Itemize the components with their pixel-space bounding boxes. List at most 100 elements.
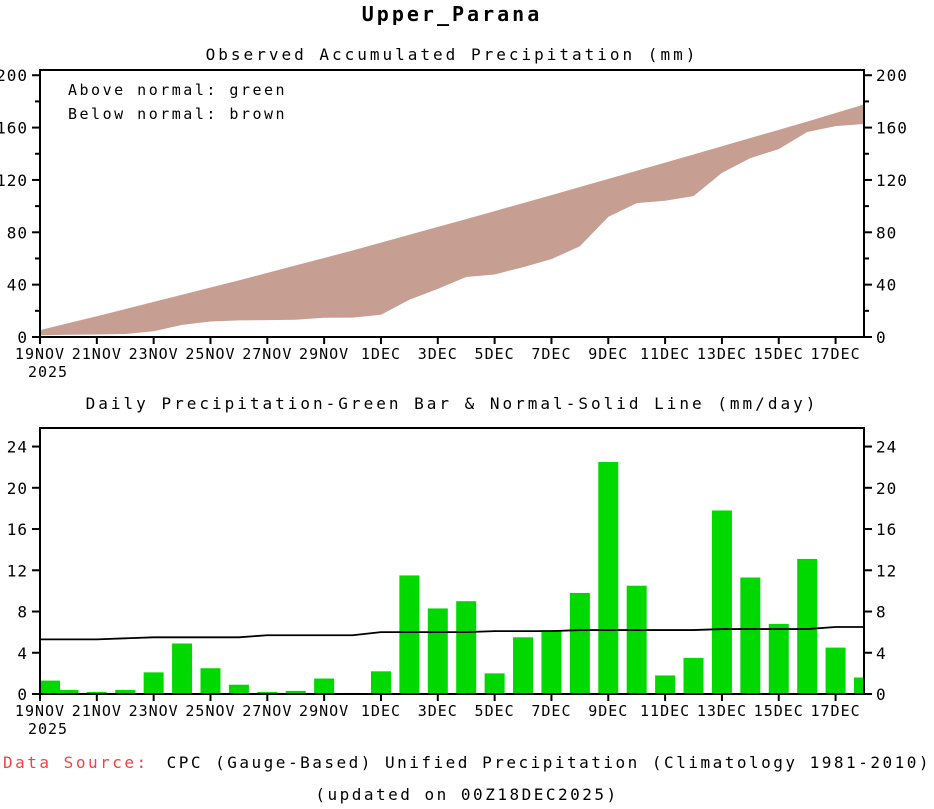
updated-line: (updated on 00Z18DEC2025) [315, 785, 619, 804]
y-tick-label: 8 [876, 603, 887, 622]
daily-bar [314, 678, 335, 694]
y-tick-label: 80 [876, 223, 897, 242]
x-tick-label: 19NOV [15, 345, 65, 363]
legend: Above normal: green Below normal: brown [68, 78, 287, 126]
x-tick-label: 21NOV [72, 702, 122, 720]
data-source-text: CPC (Gauge-Based) Unified Precipitation … [166, 753, 931, 772]
x-tick-label: 15DEC [754, 702, 804, 720]
y-tick-label: 20 [7, 479, 28, 498]
daily-bar [513, 637, 534, 694]
x-tick-label: 11DEC [640, 345, 690, 363]
below-normal-band [40, 104, 864, 336]
y-tick-label: 0 [17, 328, 28, 347]
daily-bar [768, 623, 789, 694]
daily-bar [456, 601, 477, 694]
daily-chart-title: Daily Precipitation-Green Bar & Normal-S… [85, 394, 819, 413]
x-tick-label: 23NOV [129, 345, 179, 363]
daily-bar [172, 643, 193, 694]
daily-bar [40, 680, 60, 694]
x-tick-label: 27NOV [242, 702, 292, 720]
daily-bar [399, 575, 420, 694]
x-tick-label: 17DEC [811, 345, 861, 363]
y-tick-label: 16 [876, 520, 897, 539]
legend-below-normal: Below normal: brown [68, 105, 288, 123]
x-tick-label: 7DEC [531, 345, 571, 363]
x-tick-label: 17DEC [811, 702, 861, 720]
x-tick-label: 13DEC [697, 345, 747, 363]
x-year-label: 2025 [28, 720, 68, 738]
y-tick-label: 80 [7, 223, 28, 242]
daily-bar [655, 675, 676, 694]
daily-bar [285, 690, 306, 694]
x-tick-label: 23NOV [129, 702, 179, 720]
x-tick-label: 9DEC [588, 702, 628, 720]
x-tick-label: 3DEC [418, 345, 458, 363]
daily-bar [200, 668, 221, 694]
accumulated-plot-frame [39, 69, 865, 338]
daily-bar [143, 672, 164, 694]
x-tick-label: 13DEC [697, 702, 747, 720]
daily-bar [711, 510, 732, 694]
daily-bar [569, 592, 590, 694]
y-tick-label: 160 [876, 119, 908, 138]
y-tick-label: 4 [876, 644, 887, 663]
data-source-label: Data Source: [3, 753, 149, 772]
x-year-label: 2025 [28, 363, 68, 381]
y-tick-label: 160 [0, 119, 28, 138]
daily-bar [626, 585, 647, 694]
daily-bar [484, 673, 505, 694]
x-tick-label: 19NOV [15, 702, 65, 720]
y-tick-label: 0 [876, 328, 887, 347]
y-tick-label: 200 [876, 66, 908, 85]
daily-bar [257, 691, 278, 694]
daily-bar [683, 657, 704, 694]
y-tick-label: 16 [7, 520, 28, 539]
daily-bar [541, 630, 562, 694]
y-tick-label: 24 [876, 438, 897, 457]
x-tick-label: 5DEC [475, 702, 515, 720]
x-tick-label: 25NOV [185, 345, 235, 363]
y-tick-label: 120 [0, 171, 28, 190]
x-tick-label: 1DEC [361, 345, 401, 363]
daily-plot-frame [39, 427, 865, 695]
daily-bar [427, 608, 448, 694]
x-tick-label: 29NOV [299, 345, 349, 363]
y-tick-label: 120 [876, 171, 908, 190]
y-tick-label: 40 [876, 276, 897, 295]
daily-bar [228, 684, 249, 694]
x-tick-label: 11DEC [640, 702, 690, 720]
y-tick-label: 8 [17, 603, 28, 622]
y-tick-label: 12 [7, 561, 28, 580]
y-tick-label: 20 [876, 479, 897, 498]
x-tick-label: 25NOV [185, 702, 235, 720]
x-tick-label: 7DEC [531, 702, 571, 720]
daily-bar [740, 577, 761, 694]
x-tick-label: 5DEC [475, 345, 515, 363]
x-tick-label: 9DEC [588, 345, 628, 363]
x-tick-label: 27NOV [242, 345, 292, 363]
x-tick-label: 21NOV [72, 345, 122, 363]
daily-bar [797, 558, 818, 694]
data-source-line: Data Source: CPC (Gauge-Based) Unified Pr… [0, 753, 934, 772]
y-tick-label: 0 [17, 685, 28, 704]
daily-bar [825, 647, 846, 694]
normal-daily-line [40, 626, 864, 641]
daily-bar [58, 689, 79, 694]
daily-bar [115, 689, 136, 694]
legend-above-normal: Above normal: green [68, 81, 288, 99]
y-tick-label: 12 [876, 561, 897, 580]
y-tick-label: 24 [7, 438, 28, 457]
daily-bar [370, 671, 391, 694]
y-tick-label: 40 [7, 276, 28, 295]
y-tick-label: 0 [876, 685, 887, 704]
x-tick-label: 29NOV [299, 702, 349, 720]
daily-bar [598, 462, 619, 694]
y-tick-label: 200 [0, 66, 28, 85]
x-tick-label: 15DEC [754, 345, 804, 363]
daily-bar [854, 677, 864, 694]
daily-bar [86, 691, 107, 694]
x-tick-label: 3DEC [418, 702, 458, 720]
x-tick-label: 1DEC [361, 702, 401, 720]
